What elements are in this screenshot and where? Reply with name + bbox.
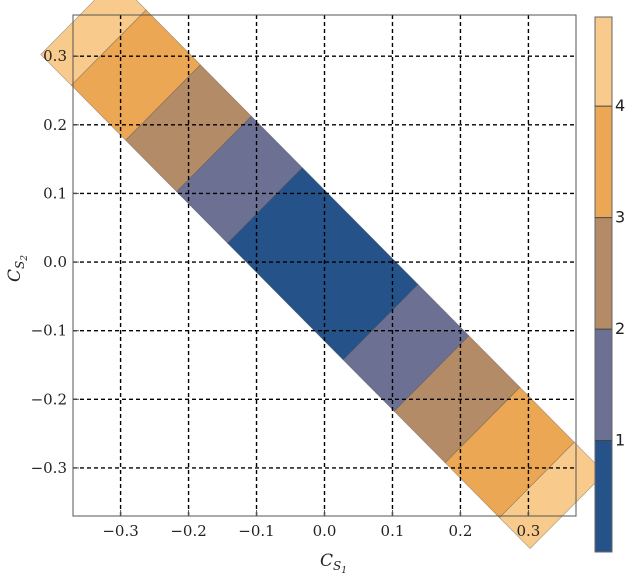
y-tick-label-3: 0.0 xyxy=(43,253,67,271)
y-tick-label-2: −0.1 xyxy=(31,322,67,340)
y-axis-ticks: −0.3 −0.2 −0.1 0.0 0.1 0.2 0.3 xyxy=(31,47,79,477)
y-tick-label-1: −0.2 xyxy=(31,390,67,408)
y-tick-label-5: 0.2 xyxy=(43,116,67,134)
x-tick-label-2: −0.1 xyxy=(238,522,274,540)
y-axis-title-subsub: 2 xyxy=(20,255,30,262)
y-axis-title-main: C xyxy=(5,269,25,282)
colorbar: 1 2 3 4 xyxy=(594,16,625,553)
colorbar-segment-3 xyxy=(595,106,612,218)
x-axis-ticks: −0.3 −0.2 −0.1 0.0 0.1 0.2 0.3 xyxy=(102,510,540,540)
colorbar-tick-label-0: 1 xyxy=(615,431,625,450)
x-axis-title-subsub: 1 xyxy=(341,566,347,576)
colorbar-frame xyxy=(594,16,613,553)
y-tick-label-4: 0.1 xyxy=(43,184,67,202)
colorbar-segment-2 xyxy=(595,217,612,330)
svg-text:CS2: CS2 xyxy=(5,255,30,282)
colorbar-tick-label-1: 2 xyxy=(615,319,625,338)
x-tick-label-3: 0.0 xyxy=(313,522,337,540)
x-axis-title-sub: S xyxy=(333,559,341,573)
x-tick-label-1: −0.2 xyxy=(170,522,206,540)
colorbar-segment-4 xyxy=(595,17,612,107)
x-axis-title: CS1 xyxy=(320,551,347,576)
svg-text:CS1: CS1 xyxy=(320,551,347,576)
colorbar-ticks: 1 2 3 4 xyxy=(595,96,625,450)
y-axis-title-sub: S xyxy=(13,261,27,269)
x-tick-label-5: 0.2 xyxy=(449,522,473,540)
x-tick-label-6: 0.3 xyxy=(516,522,540,540)
x-tick-label-0: −0.3 xyxy=(102,522,138,540)
y-tick-label-6: 0.3 xyxy=(43,47,67,65)
colorbar-segment-0 xyxy=(595,440,612,552)
colorbar-tick-label-2: 3 xyxy=(615,208,625,227)
y-axis-title: CS2 xyxy=(5,255,30,282)
x-axis-title-main: C xyxy=(320,551,333,571)
colorbar-segment-1 xyxy=(595,329,612,441)
colorbar-tick-label-3: 4 xyxy=(615,96,625,115)
band-layer xyxy=(40,0,606,550)
y-tick-label-0: −0.3 xyxy=(31,459,67,477)
colorbar-segments xyxy=(595,17,612,552)
x-tick-label-4: 0.1 xyxy=(381,522,405,540)
